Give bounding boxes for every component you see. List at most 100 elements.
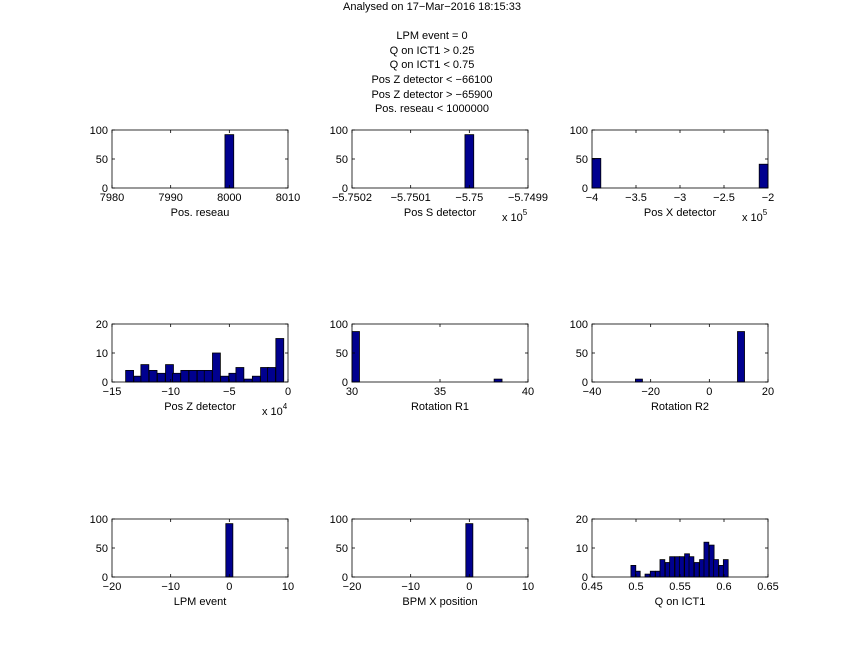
histogram-bar (243, 378, 253, 383)
y-tick-label: 0 (342, 183, 348, 195)
y-tick-label: 0 (102, 572, 108, 584)
histogram-bar (225, 523, 234, 578)
x-tick-label: 0.5 (628, 581, 643, 593)
cut-line-pos-z-max: Pos Z detector < −66100 (371, 73, 493, 86)
y-tick-label: 0 (582, 572, 588, 584)
x-tick-label: 7980 (100, 192, 124, 204)
y-tick-label: 0 (582, 183, 588, 195)
x-axis-exponent: x 105 (502, 208, 528, 224)
y-tick-label: 10 (576, 543, 588, 555)
histogram-bar (649, 570, 656, 578)
figure-title-block: Analysed on 17−Mar−2016 18:15:33 LPM eve… (0, 0, 864, 117)
histogram-bar (688, 556, 695, 578)
x-tick-label: 0 (226, 581, 232, 593)
x-tick-label: 0 (285, 386, 291, 398)
histogram-bar (465, 523, 474, 578)
histogram-bar (758, 163, 769, 189)
histogram-bar (737, 331, 745, 383)
histogram-bar (156, 372, 166, 383)
histogram-panel: 7980 7990 8000 8010 0 50 100 Pos. reseau (90, 125, 301, 219)
y-tick-label: 0 (342, 572, 348, 584)
y-tick-label: 20 (96, 319, 108, 331)
histogram-bar (212, 352, 221, 383)
histogram-bar (235, 367, 245, 383)
x-tick-label: 8000 (217, 192, 241, 204)
y-tick-label: 50 (336, 543, 348, 555)
y-tick-label: 100 (90, 125, 108, 137)
y-tick-label: 50 (96, 154, 108, 166)
cut-line-reseau-max: Pos. reseau < 1000000 (374, 103, 490, 116)
histogram-bar (203, 369, 213, 383)
x-axis-label: Rotation R1 (411, 401, 469, 413)
x-tick-label: 7990 (158, 192, 182, 204)
cut-line-q-max: Q on ICT1 < 0.75 (389, 59, 475, 72)
histogram-bar (644, 573, 651, 578)
x-tick-label: 0.6 (716, 581, 731, 593)
y-tick-label: 0 (582, 377, 588, 389)
x-axis-label: Q on ICT1 (655, 596, 706, 608)
x-tick-label: −20 (641, 386, 660, 398)
x-tick-label: 20 (762, 386, 774, 398)
x-tick-label: −2 (762, 192, 775, 204)
x-tick-label: −20 (343, 581, 362, 593)
x-axis-exponent: x 105 (742, 208, 768, 224)
x-axis-label: Pos X detector (644, 207, 716, 219)
axes-frame (111, 518, 289, 578)
histogram-bar (669, 556, 675, 578)
y-tick-label: 100 (570, 125, 588, 137)
x-tick-label: 0 (466, 581, 472, 593)
x-axis-label: Pos. reseau (171, 207, 230, 219)
x-tick-label: −40 (583, 386, 602, 398)
x-axis-label: BPM X position (402, 596, 477, 608)
x-tick-label: −5.75 (455, 192, 483, 204)
x-tick-label: 10 (522, 581, 534, 593)
y-tick-label: 50 (576, 154, 588, 166)
x-tick-label: −10 (401, 581, 420, 593)
histogram-panel: −5.7502 −5.7501 −5.75 −5.7499 0 50 100 Pos S de… (330, 125, 548, 224)
x-tick-label: 0.55 (669, 581, 690, 593)
x-tick-label: −3.5 (625, 192, 647, 204)
x-tick-label: −20 (103, 581, 122, 593)
histogram-bar (678, 556, 685, 578)
histogram-bar (591, 158, 602, 189)
x-tick-label: −10 (161, 581, 180, 593)
histogram-bar (224, 134, 235, 189)
histogram-bar (220, 375, 229, 383)
histogram-panel: 30 35 40 0 50 100 Rotation R1 (330, 319, 534, 413)
x-tick-label: −5.7502 (332, 192, 372, 204)
y-tick-label: 0 (102, 183, 108, 195)
histogram-bar (635, 378, 643, 383)
analysis-date-title: Analysed on 17−Mar−2016 18:15:33 (343, 1, 521, 13)
y-tick-label: 50 (336, 154, 348, 166)
x-tick-label: 0.45 (581, 581, 602, 593)
histogram-bar (267, 367, 276, 383)
x-tick-label: 0.65 (757, 581, 778, 593)
histogram-panel: −15 −10 −5 0 0 10 20 Pos Z detector x 104 (96, 319, 291, 418)
histogram-bar (693, 562, 700, 578)
y-tick-label: 100 (330, 319, 348, 331)
y-tick-label: 10 (96, 348, 108, 360)
histogram-panel: −40 −20 0 20 0 50 100 Rotation R2 (570, 319, 774, 413)
x-axis-label: LPM event (174, 596, 227, 608)
x-tick-label: −5.7499 (508, 192, 548, 204)
axes-frame (351, 129, 529, 189)
x-axis-label: Rotation R2 (651, 401, 709, 413)
histogram-bar (180, 369, 190, 383)
x-tick-label: −3 (674, 192, 687, 204)
cut-line-lpm-event: LPM event = 0 (396, 30, 468, 43)
y-tick-label: 0 (102, 377, 108, 389)
x-axis-label: Pos S detector (404, 207, 476, 219)
y-tick-label: 50 (96, 543, 108, 555)
y-tick-label: 100 (330, 514, 348, 526)
x-tick-label: 8010 (276, 192, 300, 204)
x-tick-label: 10 (282, 581, 294, 593)
x-tick-label: −10 (161, 386, 180, 398)
histogram-bar (351, 331, 360, 383)
histogram-panel: 0.45 0.5 0.55 0.6 0.65 0 10 20 Q on ICT1 (576, 514, 779, 608)
cut-line-pos-z-min: Pos Z detector > −65900 (371, 88, 493, 101)
histogram-bar (703, 541, 710, 578)
